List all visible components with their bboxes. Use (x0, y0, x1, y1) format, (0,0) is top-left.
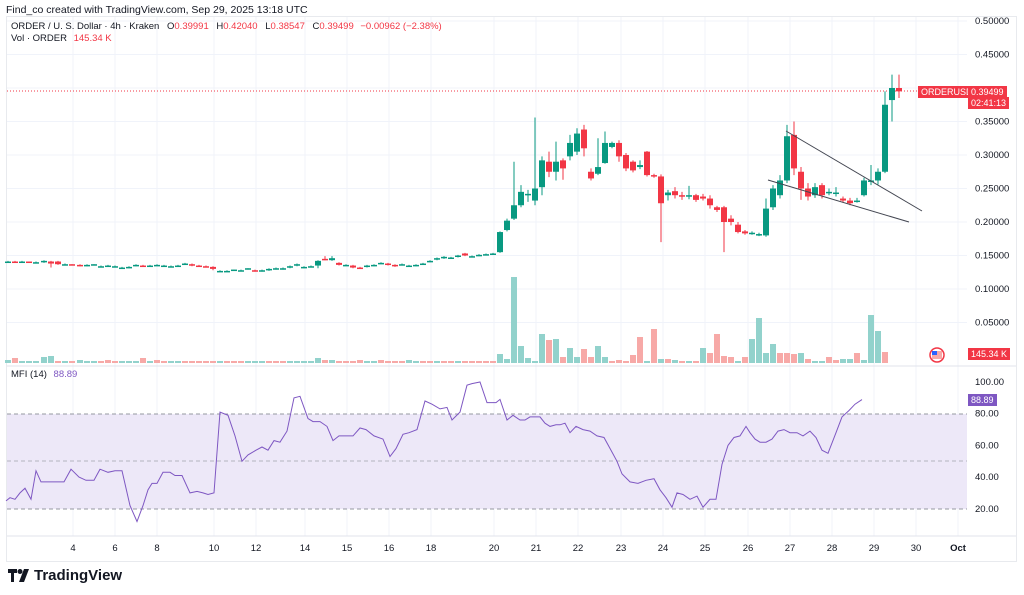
svg-text:16: 16 (384, 543, 395, 554)
low-value: 0.38547 (270, 21, 305, 32)
high-value: 0.42040 (223, 21, 258, 32)
svg-text:25: 25 (700, 543, 711, 554)
price-candles (5, 74, 902, 273)
svg-text:20: 20 (489, 543, 500, 554)
svg-text:0.35000: 0.35000 (975, 117, 1009, 128)
svg-text:20.00: 20.00 (975, 504, 999, 515)
svg-text:0.30000: 0.30000 (975, 150, 1009, 161)
svg-text:12: 12 (251, 543, 262, 554)
symbol-price-tag: ORDERUSD (918, 86, 976, 98)
tradingview-logo[interactable]: TradingView (8, 567, 122, 584)
bar-countdown-tag: 02:41:13 (968, 97, 1010, 109)
brand-name: TradingView (34, 567, 123, 584)
svg-text:0.05000: 0.05000 (975, 318, 1009, 329)
svg-text:30: 30 (911, 543, 922, 554)
wedge-lower-trendline[interactable] (767, 179, 910, 223)
mfi-tag: 88.89 (968, 394, 997, 406)
chart-credit: Find_co created with TradingView.com, Se… (6, 4, 308, 16)
svg-text:28: 28 (827, 543, 838, 554)
svg-text:80.00: 80.00 (975, 409, 999, 420)
svg-text:6: 6 (112, 543, 117, 554)
wedge-upper-trendline[interactable] (785, 130, 923, 212)
svg-text:60.00: 60.00 (975, 440, 999, 451)
svg-text:Oct: Oct (950, 543, 967, 554)
svg-text:40.00: 40.00 (975, 472, 999, 483)
svg-text:10: 10 (209, 543, 220, 554)
mfi-value: 88.89 (53, 369, 78, 380)
mfi-line (5, 381, 863, 523)
price-axis: 0.05000 0.10000 0.15000 0.20000 0.25000 0.300… (975, 16, 1009, 329)
volume-tag: 145.34 K (968, 348, 1011, 360)
change-value: −0.00962 (−2.38%) (360, 21, 442, 32)
svg-text:100.00: 100.00 (975, 377, 1004, 388)
svg-text:0.25000: 0.25000 (975, 184, 1009, 195)
svg-text:8: 8 (154, 543, 159, 554)
svg-text:27: 27 (785, 543, 796, 554)
svg-text:0.45000: 0.45000 (975, 50, 1009, 61)
svg-text:18: 18 (426, 543, 437, 554)
svg-text:4: 4 (70, 543, 75, 554)
close-value: 0.39499 (319, 21, 354, 32)
last-price-tag: 0.39499 (968, 86, 1007, 98)
symbol-title: ORDER / U. S. Dollar · 4h · Kraken (11, 21, 160, 32)
svg-text:0.10000: 0.10000 (975, 284, 1009, 295)
svg-text:22: 22 (573, 543, 584, 554)
svg-text:21: 21 (531, 543, 542, 554)
mfi-axis: 20.00 40.00 60.00 80.00 100.00 (975, 377, 1004, 515)
volume-bars (5, 277, 888, 363)
svg-text:14: 14 (300, 543, 311, 554)
svg-text:15: 15 (342, 543, 353, 554)
svg-text:26: 26 (743, 543, 754, 554)
symbol-legend: ORDER / U. S. Dollar · 4h · Kraken O0.39… (11, 21, 442, 32)
svg-text:0.15000: 0.15000 (975, 251, 1009, 262)
open-value: 0.39991 (174, 21, 209, 32)
us-flag-icon (929, 347, 945, 363)
chart-frame (6, 16, 1017, 562)
time-axis: 4 6 8 10 12 14 15 16 18 20 21 22 23 24 25 26 27 28 29 30 Oct (70, 543, 966, 554)
svg-text:29: 29 (869, 543, 880, 554)
mfi-legend: MFI (14) 88.89 (11, 369, 78, 380)
svg-text:24: 24 (658, 543, 669, 554)
svg-text:0.50000: 0.50000 (975, 16, 1009, 27)
volume-legend: Vol · ORDER 145.34 K (11, 33, 112, 44)
volume-value: 145.34 K (73, 33, 112, 44)
tradingview-logo-icon (8, 569, 29, 582)
svg-text:23: 23 (616, 543, 627, 554)
svg-text:0.20000: 0.20000 (975, 217, 1009, 228)
